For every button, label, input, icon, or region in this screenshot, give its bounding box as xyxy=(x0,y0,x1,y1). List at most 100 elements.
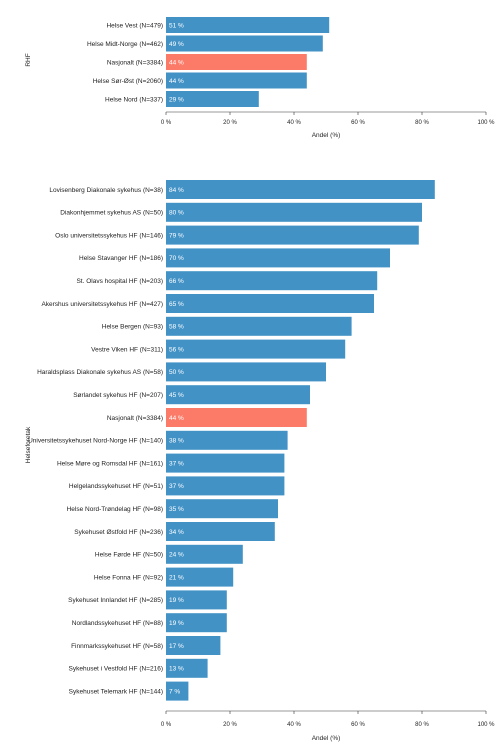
bar-value-label: 44 % xyxy=(169,415,184,422)
bar xyxy=(166,430,288,450)
bar-value-label: 70 % xyxy=(169,255,184,262)
bar xyxy=(166,476,285,496)
bar-value-label: 49 % xyxy=(169,41,184,48)
category-label: Sykehuset Innlandet HF (N=285) xyxy=(68,597,163,604)
bar-value-label: 13 % xyxy=(169,666,184,673)
bar-value-label: 45 % xyxy=(169,392,184,399)
category-label: Helse Vest (N=479) xyxy=(106,22,163,29)
category-label: Vestre Viken HF (N=311) xyxy=(91,346,163,353)
bar-value-label: 66 % xyxy=(169,278,184,285)
bar xyxy=(166,385,310,405)
category-label: Sørlandet sykehus HF (N=207) xyxy=(73,392,163,399)
category-label: Helse Midt-Norge (N=462) xyxy=(87,41,163,48)
bar-value-label: 65 % xyxy=(169,301,184,308)
x-tick-label: 0 % xyxy=(161,120,172,126)
bar-value-label: 44 % xyxy=(169,59,184,66)
x-axis-title: Andel (%) xyxy=(312,132,341,139)
bar xyxy=(166,544,243,564)
bar-value-label: 7 % xyxy=(169,688,180,695)
bar-value-label: 34 % xyxy=(169,529,184,536)
bar xyxy=(166,316,352,336)
category-label: Helgelandssykehuset HF (N=51) xyxy=(69,483,163,490)
bar xyxy=(166,453,285,473)
bar-value-label: 24 % xyxy=(169,552,184,559)
bar xyxy=(166,248,390,268)
category-label: Helse Møre og Romsdal HF (N=161) xyxy=(57,460,163,467)
category-label: Finnmarkssykehuset HF (N=58) xyxy=(71,643,163,650)
bar xyxy=(166,658,208,678)
category-label: Akershus universitetssykehus HF (N=427) xyxy=(41,301,163,308)
category-label: Sykehuset Østfold HF (N=236) xyxy=(74,529,163,536)
bar-value-label: 19 % xyxy=(169,620,184,627)
category-label: Oslo universitetssykehus HF (N=146) xyxy=(55,232,163,239)
x-tick-label: 40 % xyxy=(287,120,301,126)
bar xyxy=(166,271,378,291)
bar-value-label: 37 % xyxy=(169,483,184,490)
highlight-bar xyxy=(166,408,307,427)
bar xyxy=(166,17,330,33)
x-tick-label: 60 % xyxy=(351,722,365,728)
category-label: Haraldsplass Diakonale sykehus AS (N=58) xyxy=(37,369,163,376)
category-label: Diakonhjemmet sykehus AS (N=50) xyxy=(60,210,163,217)
bar-value-label: 19 % xyxy=(169,597,184,604)
highlight-bar xyxy=(166,54,307,70)
x-tick-label: 80 % xyxy=(415,722,429,728)
category-label: Sykehuset Telemark HF (N=144) xyxy=(69,688,163,695)
x-tick-label: 80 % xyxy=(415,120,429,126)
bar xyxy=(166,590,227,610)
bar-value-label: 17 % xyxy=(169,643,184,650)
bar xyxy=(166,91,259,107)
bar xyxy=(166,180,435,199)
bar-value-label: 35 % xyxy=(169,506,184,513)
category-label: Helse Nord-Trøndelag HF (N=98) xyxy=(67,506,163,513)
bar xyxy=(166,202,422,222)
bar xyxy=(166,225,419,245)
bar xyxy=(166,522,275,541)
bar xyxy=(166,294,374,313)
bar-value-label: 37 % xyxy=(169,460,184,467)
category-label: Sykehuset i Vestfold HF (N=216) xyxy=(69,666,163,673)
bar-value-label: 79 % xyxy=(169,232,184,239)
category-label: Helse Bergen (N=93) xyxy=(102,324,163,331)
bar-value-label: 29 % xyxy=(169,96,184,103)
x-tick-label: 100 % xyxy=(477,120,495,126)
bar-value-label: 58 % xyxy=(169,324,184,331)
category-label: Universitetssykehuset Nord-Norge HF (N=1… xyxy=(28,438,163,445)
bar xyxy=(166,613,227,633)
bar-value-label: 50 % xyxy=(169,369,184,376)
bar xyxy=(166,636,221,655)
bar-value-label: 44 % xyxy=(169,78,184,85)
category-label: St. Olavs hospital HF (N=203) xyxy=(76,278,163,285)
category-label: Helse Fonna HF (N=92) xyxy=(94,574,163,581)
category-label: Nasjonalt (N=3384) xyxy=(107,59,163,66)
x-tick-label: 20 % xyxy=(223,120,237,126)
bar xyxy=(166,567,234,587)
bar xyxy=(166,339,346,359)
bar-value-label: 51 % xyxy=(169,22,184,29)
category-label: Helse Stavanger HF (N=186) xyxy=(79,255,163,262)
bar-value-label: 56 % xyxy=(169,346,184,353)
bar-value-label: 80 % xyxy=(169,210,184,217)
x-tick-label: 60 % xyxy=(351,120,365,126)
bar xyxy=(166,681,189,701)
category-label: Helse Nord (N=337) xyxy=(105,96,163,103)
y-axis-title: RHF xyxy=(25,53,32,66)
x-axis-title: Andel (%) xyxy=(312,735,341,742)
x-tick-label: 40 % xyxy=(287,722,301,728)
bar-value-label: 84 % xyxy=(169,187,184,194)
x-tick-label: 100 % xyxy=(477,722,495,728)
bar xyxy=(166,362,326,382)
bar-value-label: 38 % xyxy=(169,438,184,445)
y-axis-title: Helseforetak xyxy=(25,426,32,463)
category-label: Nordlandssykehuset HF (N=88) xyxy=(72,620,163,627)
category-label: Helse Førde HF (N=50) xyxy=(95,552,163,559)
category-label: Helse Sør-Øst (N=2060) xyxy=(93,78,163,85)
bar xyxy=(166,72,307,89)
category-label: Lovisenberg Diakonale sykehus (N=38) xyxy=(49,187,163,194)
bar xyxy=(166,499,278,519)
bar-value-label: 21 % xyxy=(169,574,184,581)
x-tick-label: 20 % xyxy=(223,722,237,728)
category-label: Nasjonalt (N=3384) xyxy=(107,415,163,422)
